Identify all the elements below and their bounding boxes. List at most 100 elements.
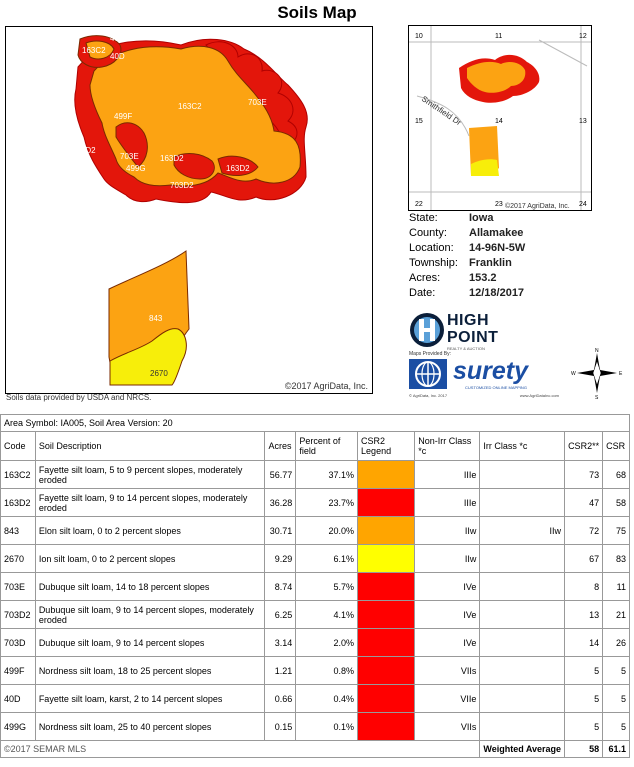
soil-code: 2670 bbox=[0, 544, 36, 573]
soil-acres: 3.14 bbox=[264, 628, 297, 657]
csr2-legend-swatch bbox=[357, 712, 416, 741]
info-acres: Acres: 153.2 bbox=[409, 272, 497, 284]
soil-irr-class bbox=[479, 712, 566, 741]
soil-description: Nordness silt loam, 18 to 25 percent slo… bbox=[34, 656, 266, 685]
section-label: 11 bbox=[495, 33, 502, 40]
table-row: 163C2 Fayette silt loam, 5 to 9 percent s… bbox=[0, 460, 630, 489]
table-row: 703D2 Dubuque silt loam, 9 to 14 percent … bbox=[0, 600, 630, 629]
map-label: 703D2 bbox=[72, 146, 96, 155]
soil-csr: 5 bbox=[602, 684, 630, 713]
table-row: 703D Dubuque silt loam, 9 to 14 percent s… bbox=[0, 628, 630, 657]
section-label: 24 bbox=[579, 201, 587, 208]
compass-e: E bbox=[619, 371, 623, 377]
csr2-legend-swatch bbox=[357, 684, 416, 713]
parcel-info: State: Iowa County: Allamakee Location: 14-… bbox=[409, 211, 525, 301]
locator-copyright: ©2017 AgriData, Inc. bbox=[505, 202, 570, 210]
soil-description: Elon silt loam, 0 to 2 percent slopes bbox=[34, 516, 266, 545]
table-row: 2670 Ion silt loam, 0 to 2 percent slopes… bbox=[0, 544, 630, 573]
soils-map-graphic: 40D 163C2 40D 163C2 703E 499F 703D2 703E… bbox=[72, 34, 308, 386]
soil-description: Dubuque silt loam, 14 to 18 percent slop… bbox=[34, 572, 266, 601]
map-label: 2670 bbox=[150, 369, 168, 378]
map-label: 163C2 bbox=[178, 102, 202, 111]
table-row: 843 Elon silt loam, 0 to 2 percent slopes… bbox=[0, 516, 630, 545]
map-label: 163D2 bbox=[226, 164, 250, 173]
compass-rose-icon: N S W E bbox=[571, 347, 623, 401]
soil-acres: 1.21 bbox=[264, 656, 297, 685]
col-acres: Acres bbox=[264, 431, 297, 461]
soil-nonirr-class: IVe bbox=[414, 628, 481, 657]
info-state: State: Iowa bbox=[409, 212, 494, 224]
soil-csr2: 67 bbox=[564, 544, 604, 573]
page-title: Soils Map bbox=[277, 3, 357, 22]
soil-nonirr-class: IIw bbox=[414, 516, 481, 545]
soil-csr2: 72 bbox=[564, 516, 604, 545]
soil-acres: 36.28 bbox=[264, 488, 297, 517]
section-label: 23 bbox=[495, 201, 503, 208]
soil-percent: 2.0% bbox=[295, 628, 359, 657]
soil-code: 40D bbox=[0, 684, 36, 713]
soils-map[interactable]: 40D 163C2 40D 163C2 703E 499F 703D2 703E… bbox=[5, 26, 373, 394]
high-point-logo: HIGH POINT REALTY & AUCTION bbox=[409, 310, 609, 351]
locator-map[interactable]: 10 11 12 15 14 13 22 23 24 Smithfield Dr… bbox=[408, 25, 592, 211]
soil-description: Fayette silt loam, 5 to 9 percent slopes… bbox=[34, 460, 266, 489]
csr2-legend-swatch bbox=[357, 488, 416, 517]
soil-acres: 0.66 bbox=[264, 684, 297, 713]
soil-csr2: 8 bbox=[564, 572, 604, 601]
soil-percent: 0.8% bbox=[295, 656, 359, 685]
soil-percent: 4.1% bbox=[295, 600, 359, 629]
soils-table: Area Symbol: IA005, Soil Area Version: 2… bbox=[0, 414, 630, 758]
col-csr2: CSR2** bbox=[564, 431, 604, 461]
col-csr2-legend: CSR2 Legend bbox=[357, 431, 416, 461]
soil-csr: 75 bbox=[602, 516, 630, 545]
col-csr: CSR bbox=[602, 431, 630, 461]
soil-csr2: 5 bbox=[564, 656, 604, 685]
section-label: 12 bbox=[579, 33, 587, 40]
soil-code: 703D bbox=[0, 628, 36, 657]
soil-csr: 5 bbox=[602, 656, 630, 685]
weighted-average-label: Weighted Average bbox=[479, 740, 565, 758]
col-nonirr-class: Non-Irr Class *c bbox=[414, 431, 481, 461]
locator-map-graphic: 10 11 12 15 14 13 22 23 24 Smithfield Dr… bbox=[409, 26, 591, 210]
col-description: Soil Description bbox=[34, 431, 266, 461]
weighted-average-csr2: 58 bbox=[564, 740, 604, 758]
soil-percent: 37.1% bbox=[295, 460, 359, 489]
soil-irr-class bbox=[479, 600, 566, 629]
soil-csr: 11 bbox=[602, 572, 630, 601]
map-label: 703E bbox=[248, 98, 267, 107]
soil-description: Dubuque silt loam, 9 to 14 percent slope… bbox=[34, 628, 266, 657]
soil-code: 703D2 bbox=[0, 600, 36, 629]
table-footer: ©2017 SEMAR MLS Weighted Average 58 61.1 bbox=[0, 740, 630, 758]
map-label: 40D bbox=[110, 52, 125, 61]
surety-globe-icon bbox=[409, 359, 447, 389]
soil-csr2: 5 bbox=[564, 684, 604, 713]
csr2-legend-swatch bbox=[357, 628, 416, 657]
weighted-average-csr: 61.1 bbox=[602, 740, 630, 758]
soil-percent: 6.1% bbox=[295, 544, 359, 573]
table-row: 499G Nordness silt loam, 25 to 40 percent… bbox=[0, 712, 630, 741]
soil-csr: 21 bbox=[602, 600, 630, 629]
soil-acres: 9.29 bbox=[264, 544, 297, 573]
soil-csr: 5 bbox=[602, 712, 630, 741]
info-township: Township: Franklin bbox=[409, 257, 512, 269]
soil-acres: 30.71 bbox=[264, 516, 297, 545]
map-label: 163C2 bbox=[82, 46, 106, 55]
soil-description: Ion silt loam, 0 to 2 percent slopes bbox=[34, 544, 266, 573]
soil-irr-class bbox=[479, 544, 566, 573]
compass-s: S bbox=[595, 395, 599, 399]
soil-acres: 0.15 bbox=[264, 712, 297, 741]
section-label: 10 bbox=[415, 33, 423, 40]
section-label: 15 bbox=[415, 118, 423, 125]
info-location: Location: 14-96N-5W bbox=[409, 242, 526, 254]
compass-n: N bbox=[595, 348, 599, 354]
soil-csr2: 5 bbox=[564, 712, 604, 741]
soil-percent: 0.1% bbox=[295, 712, 359, 741]
soil-irr-class bbox=[479, 684, 566, 713]
map-copyright: ©2017 AgriData, Inc. bbox=[284, 381, 368, 391]
surety-logo: surety CUSTOMIZED ONLINE MAPPING bbox=[409, 357, 559, 397]
soil-nonirr-class: VIIs bbox=[414, 656, 481, 685]
soil-description: Nordness silt loam, 25 to 40 percent slo… bbox=[34, 712, 266, 741]
map-label: 499G bbox=[126, 164, 146, 173]
soil-irr-class bbox=[479, 488, 566, 517]
csr2-legend-swatch bbox=[357, 460, 416, 489]
high-point-icon bbox=[410, 313, 444, 347]
